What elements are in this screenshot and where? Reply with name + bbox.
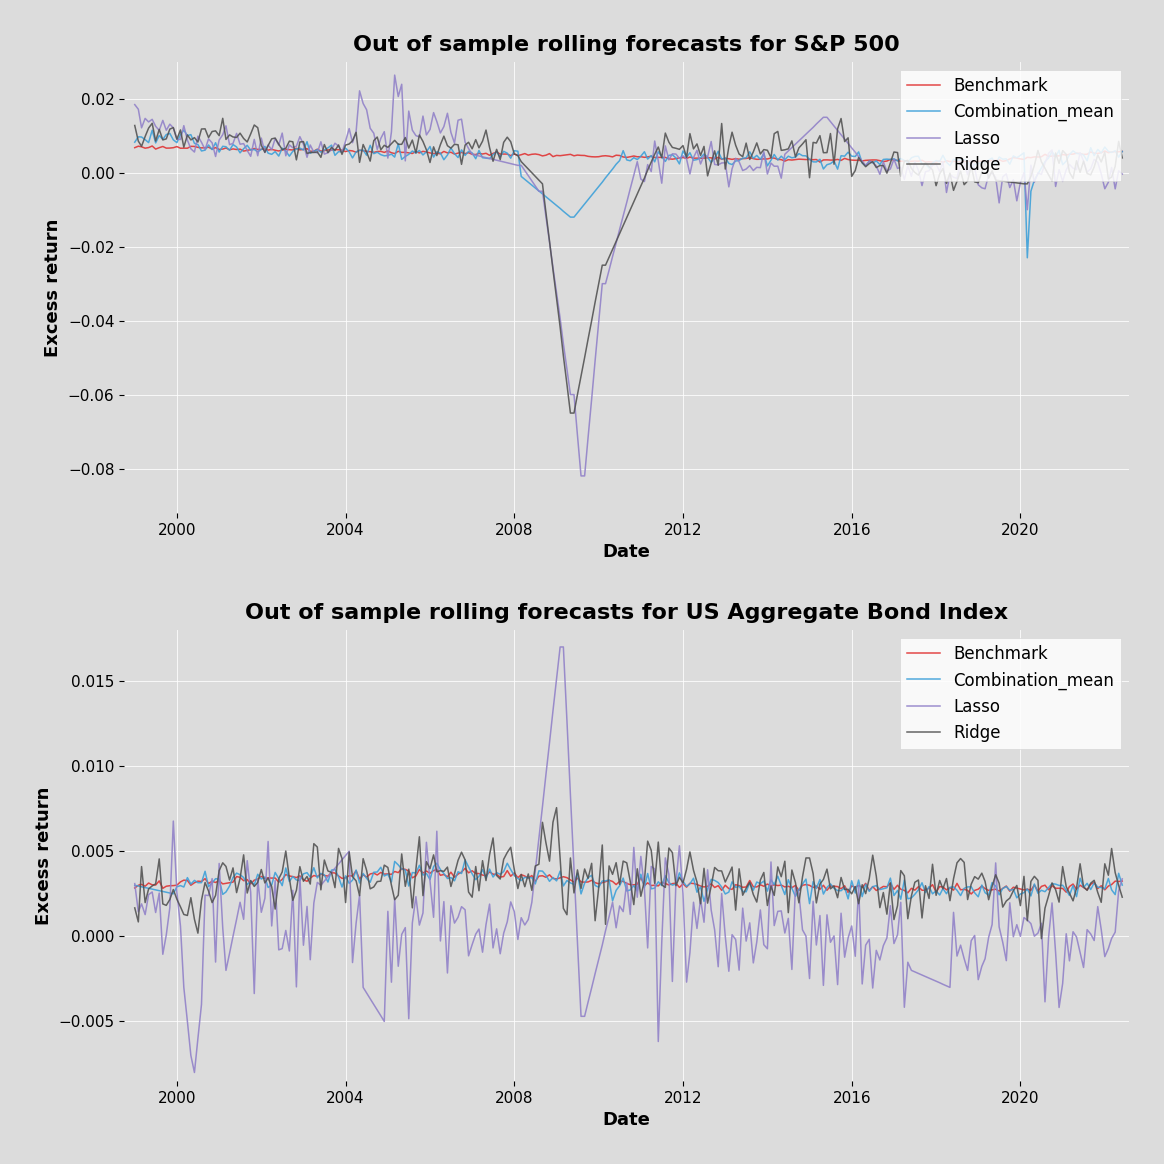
Y-axis label: Excess return: Excess return [35,787,52,924]
Line: Benchmark: Benchmark [135,146,1122,163]
Legend: Benchmark, Combination_mean, Lasso, Ridge: Benchmark, Combination_mean, Lasso, Ridg… [900,638,1121,748]
Line: Lasso: Lasso [135,76,1122,476]
Line: Combination_mean: Combination_mean [135,860,1122,903]
X-axis label: Date: Date [603,544,651,561]
Line: Combination_mean: Combination_mean [135,130,1122,257]
Line: Ridge: Ridge [135,808,1122,938]
X-axis label: Date: Date [603,1112,651,1129]
Legend: Benchmark, Combination_mean, Lasso, Ridge: Benchmark, Combination_mean, Lasso, Ridg… [900,70,1121,180]
Line: Ridge: Ridge [135,119,1122,413]
Line: Benchmark: Benchmark [135,868,1122,894]
Line: Lasso: Lasso [135,647,1122,1072]
Y-axis label: Excess return: Excess return [44,218,62,356]
Title: Out of sample rolling forecasts for US Aggregate Bond Index: Out of sample rolling forecasts for US A… [246,603,1008,623]
Title: Out of sample rolling forecasts for S&P 500: Out of sample rolling forecasts for S&P … [354,35,900,55]
